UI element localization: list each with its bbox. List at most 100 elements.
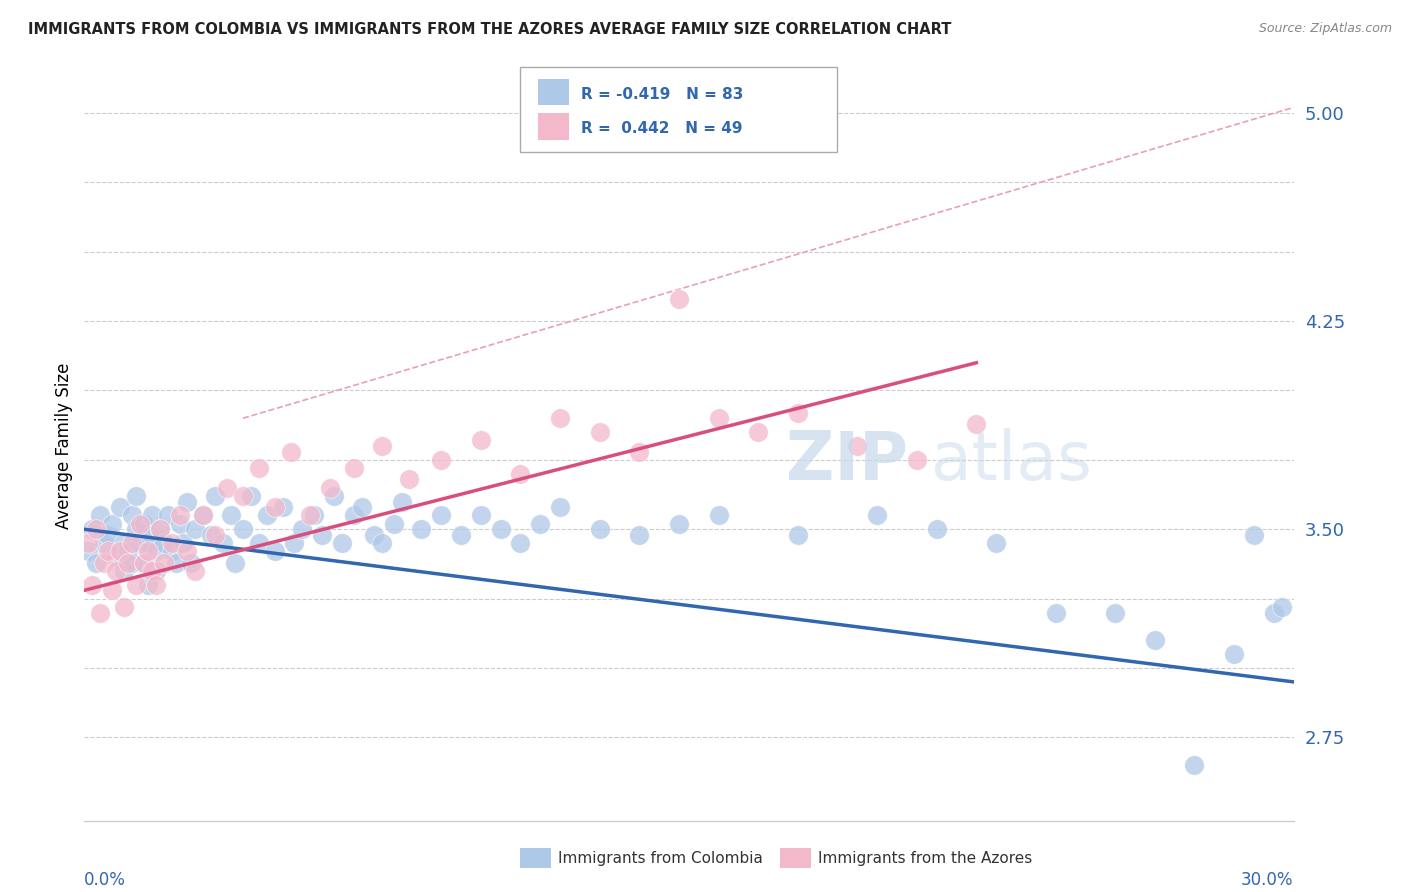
Point <box>169 516 191 531</box>
Point <box>232 522 254 536</box>
Point <box>204 489 226 503</box>
Point <box>125 578 148 592</box>
Point <box>299 508 322 523</box>
Point <box>117 544 139 558</box>
Point <box>370 439 392 453</box>
Text: 0.0%: 0.0% <box>84 871 127 888</box>
Point <box>271 500 294 514</box>
Point <box>121 508 143 523</box>
Text: atlas: atlas <box>931 428 1091 494</box>
Point <box>1184 758 1206 772</box>
Text: ZIP: ZIP <box>786 428 908 494</box>
Point <box>925 522 948 536</box>
Point <box>509 467 531 481</box>
Point <box>668 292 690 306</box>
Point <box>112 564 135 578</box>
Point <box>1223 647 1246 661</box>
Point <box>176 544 198 558</box>
Point <box>548 411 571 425</box>
Point <box>291 522 314 536</box>
Point <box>470 434 492 448</box>
Point <box>108 500 131 514</box>
Point <box>112 536 135 550</box>
Point <box>391 494 413 508</box>
Point <box>141 564 163 578</box>
Point <box>224 556 246 570</box>
Point <box>363 528 385 542</box>
Point <box>350 500 373 514</box>
Point <box>136 536 159 550</box>
Point <box>141 508 163 523</box>
Point <box>846 439 869 453</box>
Point <box>152 536 174 550</box>
Point <box>101 516 124 531</box>
Point <box>82 578 104 592</box>
Point <box>149 522 172 536</box>
Point <box>304 508 326 523</box>
Point <box>256 508 278 523</box>
Point <box>172 536 194 550</box>
Point <box>330 536 353 550</box>
Point <box>105 564 128 578</box>
Point <box>986 536 1008 550</box>
Text: R = -0.419   N = 83: R = -0.419 N = 83 <box>581 87 742 102</box>
Point <box>212 536 235 550</box>
Point <box>311 528 333 542</box>
Point <box>77 536 100 550</box>
Point <box>1263 606 1285 620</box>
Point <box>97 544 120 558</box>
Point <box>117 556 139 570</box>
Point <box>84 556 107 570</box>
Point <box>132 556 155 570</box>
Point <box>489 522 512 536</box>
Point <box>548 500 571 514</box>
Point <box>160 544 183 558</box>
Point <box>398 472 420 486</box>
Point <box>97 528 120 542</box>
Point <box>370 536 392 550</box>
Point <box>132 516 155 531</box>
Point <box>707 411 730 425</box>
Point <box>747 425 769 439</box>
Point <box>141 528 163 542</box>
Point <box>668 516 690 531</box>
Point <box>323 489 346 503</box>
Point <box>145 544 167 558</box>
Point <box>217 481 239 495</box>
Point <box>152 556 174 570</box>
Point <box>125 489 148 503</box>
Point <box>84 522 107 536</box>
Point <box>89 606 111 620</box>
Point <box>263 544 285 558</box>
Point <box>93 536 115 550</box>
Point <box>1243 528 1265 542</box>
Point <box>165 556 187 570</box>
Text: Immigrants from Colombia: Immigrants from Colombia <box>558 851 763 865</box>
Point <box>411 522 433 536</box>
Point <box>128 516 150 531</box>
Text: Source: ZipAtlas.com: Source: ZipAtlas.com <box>1258 22 1392 36</box>
Point <box>149 522 172 536</box>
Point <box>263 500 285 514</box>
Point <box>628 444 651 458</box>
Point <box>132 556 155 570</box>
Point <box>382 516 405 531</box>
Point <box>93 556 115 570</box>
Point <box>343 508 366 523</box>
Point <box>247 536 270 550</box>
Point <box>1271 599 1294 614</box>
Text: IMMIGRANTS FROM COLOMBIA VS IMMIGRANTS FROM THE AZORES AVERAGE FAMILY SIZE CORRE: IMMIGRANTS FROM COLOMBIA VS IMMIGRANTS F… <box>28 22 952 37</box>
Point <box>136 578 159 592</box>
Point <box>247 461 270 475</box>
Point <box>430 453 453 467</box>
Point <box>160 536 183 550</box>
Point <box>430 508 453 523</box>
Text: R =  0.442   N = 49: R = 0.442 N = 49 <box>581 120 742 136</box>
Point <box>156 508 179 523</box>
Point <box>193 508 215 523</box>
Point <box>184 522 207 536</box>
Point <box>128 536 150 550</box>
Point <box>112 599 135 614</box>
Point <box>470 508 492 523</box>
Point <box>219 508 242 523</box>
